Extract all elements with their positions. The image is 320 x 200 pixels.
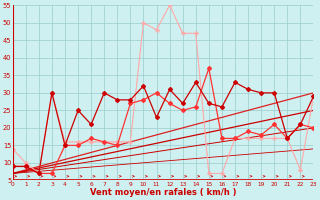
X-axis label: Vent moyen/en rafales ( km/h ): Vent moyen/en rafales ( km/h ) bbox=[90, 188, 236, 197]
